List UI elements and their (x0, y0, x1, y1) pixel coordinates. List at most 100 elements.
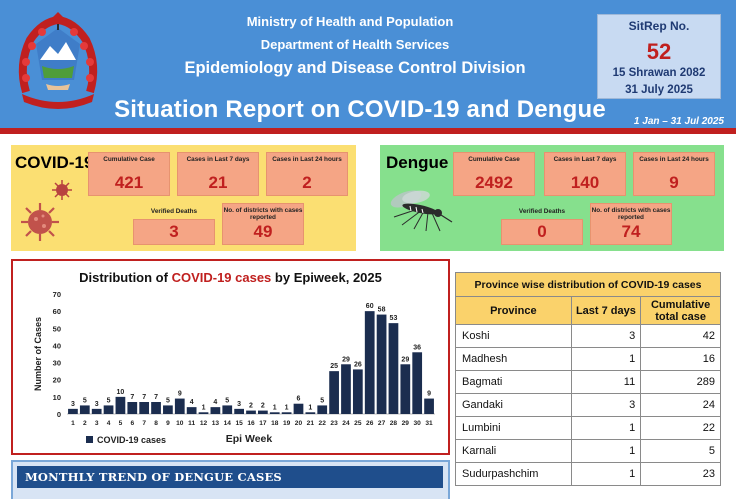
data-label: 4 (190, 399, 194, 406)
data-label: 36 (413, 344, 421, 351)
bar (79, 405, 90, 414)
x-tick-label: 12 (200, 420, 208, 427)
x-tick-label: 26 (366, 420, 374, 427)
dengue-deaths-label: Verified Deaths (518, 208, 566, 215)
report-title: Situation Report on COVID-19 and Dengue (114, 96, 606, 123)
bar (352, 369, 363, 414)
stat-value: 140 (570, 173, 600, 192)
stat-value: 2 (302, 173, 312, 192)
col-cumulative: Cumulative total case (640, 296, 721, 325)
bar (151, 402, 161, 414)
stat-label: No. of districts with cases reported (591, 207, 671, 221)
bar (163, 405, 173, 414)
x-tick-label: 23 (330, 420, 338, 427)
province-name: Koshi (455, 324, 572, 348)
table-row: Madhesh 1 16 (455, 347, 721, 371)
province-last-7-days: 3 (570, 324, 642, 348)
bar (139, 402, 150, 414)
bar (293, 403, 304, 414)
sitrep-box: SitRep No. 52 15 Shrawan 2082 31 July 20… (597, 14, 721, 99)
department-name: Department of Health Services (260, 37, 450, 52)
x-tick-label: 2 (83, 420, 87, 427)
bar (329, 371, 339, 414)
sitrep-number: 52 (646, 39, 672, 64)
stat-label: Cumulative Case (468, 156, 520, 163)
monthly-dengue-section: MONTHLY TREND OF DENGUE CASES (11, 460, 450, 499)
ministry-name: Ministry of Health and Population (246, 14, 454, 29)
bar (91, 408, 102, 414)
covid-title: COVID-19 (15, 153, 94, 172)
data-label: 7 (130, 394, 134, 401)
x-axis-label: Epi Week (226, 433, 273, 445)
data-label: 6 (297, 396, 301, 403)
data-label: 9 (178, 391, 182, 398)
province-last-7-days: 11 (570, 370, 642, 394)
province-name: Bagmati (455, 370, 572, 394)
dengue-panel: Dengue Cumulative Case 2492 Cases in Las… (380, 145, 724, 251)
bar (281, 412, 292, 414)
table-row: Karnali 1 5 (455, 439, 721, 463)
province-cumulative: 289 (640, 370, 721, 394)
province-last-7-days: 3 (570, 393, 642, 417)
data-label: 1 (202, 404, 206, 411)
coronavirus-icon (52, 180, 72, 200)
y-axis-label: Number of Cases (33, 317, 43, 391)
dengue-title: Dengue (386, 153, 449, 172)
province-last-7-days: 1 (570, 347, 642, 371)
bar (317, 405, 328, 414)
header-banner: Ministry of Health and Population Depart… (0, 0, 736, 128)
data-label: 1 (285, 404, 289, 411)
x-tick-label: 24 (342, 420, 350, 427)
data-label: 5 (107, 397, 111, 404)
data-label: 5 (166, 397, 170, 404)
data-label: 9 (427, 391, 431, 398)
data-label: 2 (261, 403, 265, 410)
mosquito-icon (390, 190, 453, 232)
data-label: 3 (95, 401, 99, 408)
data-label: 5 (225, 397, 229, 404)
x-tick-label: 3 (95, 420, 99, 427)
x-tick-label: 18 (271, 420, 279, 427)
province-cumulative: 24 (640, 393, 721, 417)
province-cumulative: 23 (640, 462, 721, 486)
bar (305, 412, 316, 414)
coronavirus-icon (21, 203, 59, 241)
x-tick-label: 8 (154, 420, 158, 427)
date-english: 31 July 2025 (625, 84, 693, 96)
province-name: Gandaki (455, 393, 572, 417)
bar (103, 405, 114, 414)
x-tick-label: 5 (119, 420, 123, 427)
data-label: 3 (237, 401, 241, 408)
stat-value: 0 (537, 222, 547, 241)
stat-value: 3 (169, 222, 179, 241)
bar (222, 405, 233, 414)
chart-title-suffix: by Epiweek, 2025 (271, 270, 382, 285)
data-label: 10 (117, 389, 125, 396)
sitrep-label: SitRep No. (628, 19, 690, 33)
data-label: 26 (354, 361, 362, 368)
x-tick-label: 20 (295, 420, 303, 427)
province-name: Karnali (455, 439, 572, 463)
bar (400, 364, 411, 414)
province-last-7-days: 1 (570, 439, 642, 463)
bar (186, 407, 197, 414)
x-tick-label: 27 (378, 420, 386, 427)
data-label: 7 (154, 394, 158, 401)
epiweek-chart: Distribution of COVID-19 cases by Epiwee… (11, 259, 450, 455)
bar (258, 410, 268, 414)
x-tick-label: 17 (259, 420, 267, 427)
data-label: 58 (378, 307, 386, 314)
bar (115, 396, 126, 414)
col-province: Province (455, 296, 572, 325)
province-name: Sudurpashchim (455, 462, 572, 486)
data-label: 5 (83, 397, 87, 404)
x-tick-label: 21 (307, 420, 315, 427)
covid-last-24-hours: Cases in Last 24 hours 2 (266, 152, 348, 196)
data-label: 3 (71, 401, 75, 408)
province-name: Madhesh (455, 347, 572, 371)
x-tick-label: 19 (283, 420, 291, 427)
bar (246, 410, 256, 414)
data-label: 2 (249, 403, 253, 410)
x-tick-label: 9 (166, 420, 170, 427)
